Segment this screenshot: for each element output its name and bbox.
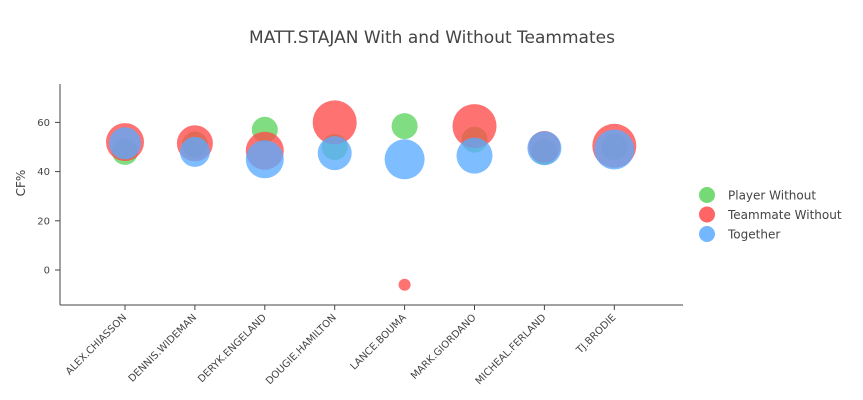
legend-marker[interactable] <box>699 206 715 223</box>
marker-teammate-without[interactable] <box>312 100 357 145</box>
marker-teammate-without[interactable] <box>398 278 411 291</box>
x-tick-label: DENNIS.WIDEMAN <box>127 312 199 384</box>
legend: Player Without Teammate Without Together <box>699 187 842 242</box>
x-ticks: ALEX.CHIASSONDENNIS.WIDEMANDERYK.ENGELAN… <box>64 305 618 387</box>
marker-together[interactable] <box>109 127 141 160</box>
marker-player-without[interactable] <box>391 113 418 140</box>
legend-marker[interactable] <box>699 187 715 203</box>
x-tick-label: DOUGIE.HAMILTON <box>264 312 339 387</box>
x-tick-label: TJ.BRODIE <box>574 312 618 356</box>
y-tick-label: 60 <box>37 118 50 129</box>
x-tick-label: LANCE.BOUMA <box>349 312 409 372</box>
y-axis-label: CF% <box>14 170 28 197</box>
marker-together[interactable] <box>179 136 210 167</box>
legend-marker[interactable] <box>699 226 715 242</box>
legend-label[interactable]: Teammate Without <box>727 208 842 222</box>
legend-label[interactable]: Player Without <box>728 189 816 203</box>
x-tick-label: MARK.GIORDANO <box>409 312 479 382</box>
marker-together[interactable] <box>594 129 635 170</box>
marker-together[interactable] <box>456 137 493 174</box>
marker-together[interactable] <box>527 131 562 166</box>
x-tick-label: MICHEAL.FERLAND <box>474 312 549 387</box>
chart-title: MATT.STAJAN With and Without Teammates <box>249 28 615 48</box>
marker-together[interactable] <box>384 139 425 180</box>
marker-together[interactable] <box>317 136 352 171</box>
marker-teammate-without[interactable] <box>452 104 497 149</box>
x-tick-label: ALEX.CHIASSON <box>64 312 129 377</box>
y-tick-label: 40 <box>37 167 50 178</box>
y-ticks: 0 20 40 60 <box>37 118 60 277</box>
x-tick-label: DERYK.ENGELAND <box>196 312 269 385</box>
y-tick-label: 0 <box>44 266 50 277</box>
marker-together[interactable] <box>245 140 284 179</box>
legend-label[interactable]: Together <box>727 228 780 242</box>
y-tick-label: 20 <box>37 216 50 227</box>
markers <box>106 100 637 291</box>
